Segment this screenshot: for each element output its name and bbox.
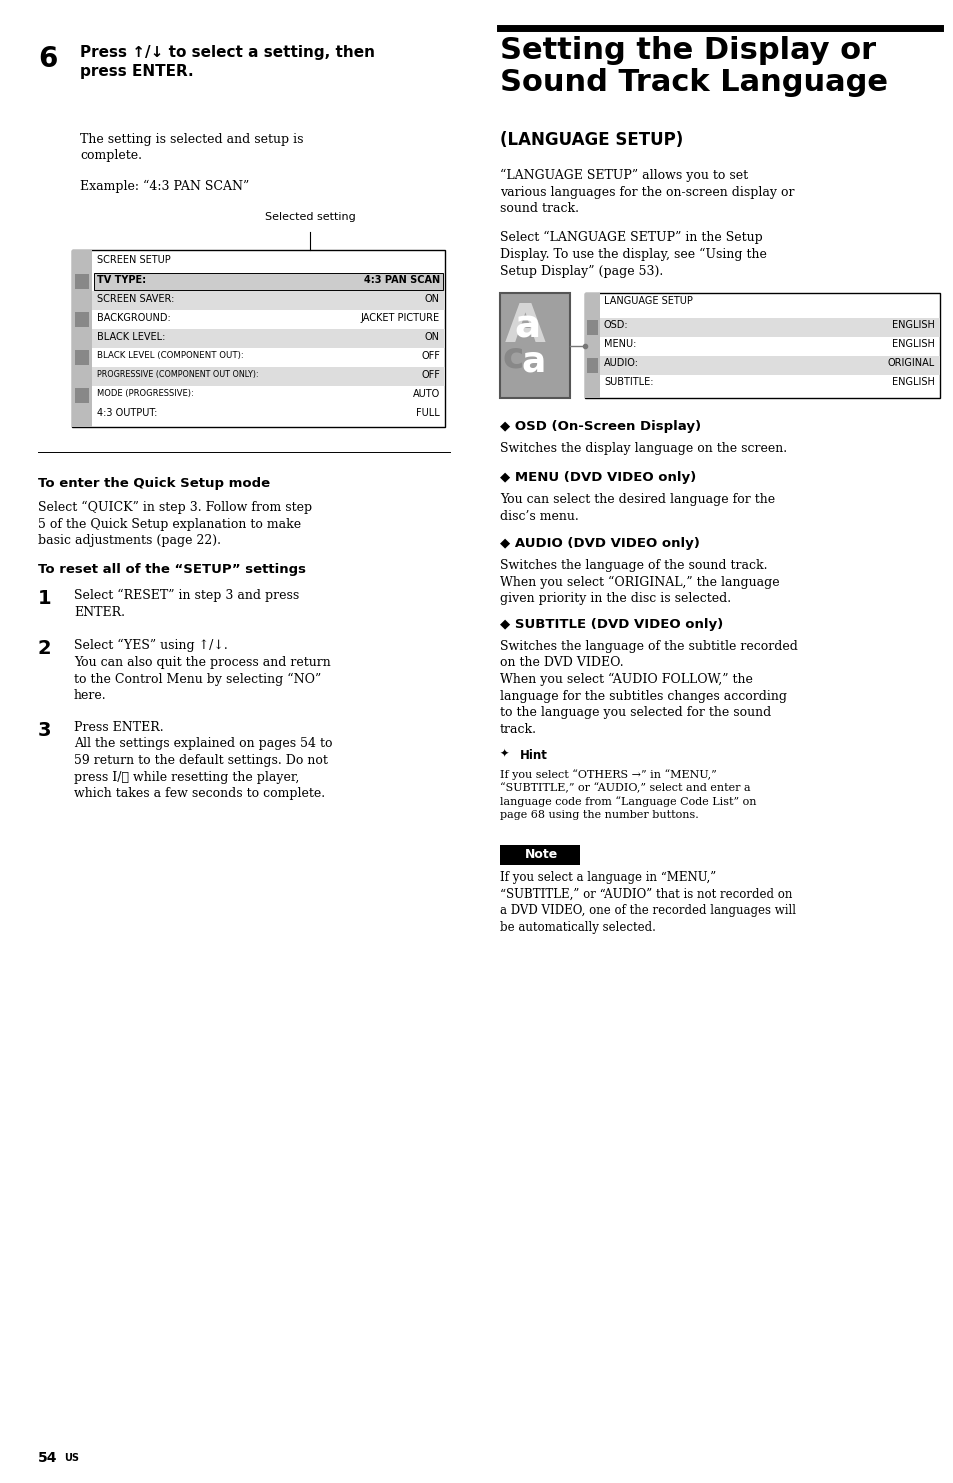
Text: BACKGROUND:: BACKGROUND: [97,313,171,323]
Text: OSD:: OSD: [603,320,628,329]
Bar [71,251,444,427]
Bar [599,356,939,375]
Text: ON: ON [424,294,439,304]
Text: Switches the display language on the screen.: Switches the display language on the scr… [499,442,786,455]
Text: JACKET PICTURE: JACKET PICTURE [360,313,439,323]
Text: A: A [504,301,545,353]
Text: You can select the desired language for the
disc’s menu.: You can select the desired language for … [499,492,774,522]
Bar [75,311,89,326]
Bar [584,294,939,397]
Bar [586,357,598,374]
Text: FULL: FULL [416,408,439,418]
Bar [584,294,599,397]
Text: a: a [521,346,546,380]
Text: ◆ MENU (DVD VIDEO only): ◆ MENU (DVD VIDEO only) [499,472,696,483]
Text: (LANGUAGE SETUP): (LANGUAGE SETUP) [499,131,682,148]
Text: 6: 6 [38,44,57,73]
Bar [75,389,89,403]
Text: 3: 3 [38,721,51,740]
Text: Setting the Display or
Sound Track Language: Setting the Display or Sound Track Langu… [499,36,887,98]
Text: AUTO: AUTO [413,389,439,399]
Text: SCREEN SETUP: SCREEN SETUP [97,255,171,265]
Text: If you select “OTHERS →” in “MENU,”
“SUBTITLE,” or “AUDIO,” select and enter a
l: If you select “OTHERS →” in “MENU,” “SUB… [499,770,756,820]
Text: ORIGINAL: ORIGINAL [887,357,934,368]
Bar [71,251,91,427]
Text: MENU:: MENU: [603,340,636,349]
Text: 2: 2 [38,639,51,658]
Text: ENGLISH: ENGLISH [891,320,934,329]
Bar [586,320,598,335]
Text: ◆ AUDIO (DVD VIDEO only): ◆ AUDIO (DVD VIDEO only) [499,537,700,550]
Text: SUBTITLE:: SUBTITLE: [603,377,653,387]
Text: Select “RESET” in step 3 and press
ENTER.: Select “RESET” in step 3 and press ENTER… [74,589,299,618]
Text: ENGLISH: ENGLISH [891,340,934,349]
Text: 54: 54 [38,1450,57,1465]
Text: Selected setting: Selected setting [264,212,355,222]
Text: To reset all of the “SETUP” settings: To reset all of the “SETUP” settings [38,564,306,575]
Text: Switches the language of the sound track.
When you select “ORIGINAL,” the langua: Switches the language of the sound track… [499,559,779,605]
Text: OFF: OFF [420,369,439,380]
Text: ON: ON [424,332,439,343]
Text: LANGUAGE SETUP: LANGUAGE SETUP [603,297,692,305]
Text: ENGLISH: ENGLISH [891,377,934,387]
Text: SCREEN SAVER:: SCREEN SAVER: [97,294,174,304]
Text: Select “YES” using ↑/↓.
You can also quit the process and return
to the Control : Select “YES” using ↑/↓. You can also qui… [74,639,331,701]
Text: Hint: Hint [519,749,547,762]
Text: “LANGUAGE SETUP” allows you to set
various languages for the on-screen display o: “LANGUAGE SETUP” allows you to set vario… [499,169,794,215]
Text: Note: Note [524,848,558,862]
Text: 4:3 OUTPUT:: 4:3 OUTPUT: [97,408,157,418]
Text: BLACK LEVEL (COMPONENT OUT):: BLACK LEVEL (COMPONENT OUT): [97,351,244,360]
Text: Select “QUICK” in step 3. Follow from step
5 of the Quick Setup explanation to m: Select “QUICK” in step 3. Follow from st… [38,501,312,547]
Text: TV TYPE:: TV TYPE: [97,274,146,285]
Text: a: a [514,307,539,346]
Text: AUDIO:: AUDIO: [603,357,639,368]
Text: PROGRESSIVE (COMPONENT OUT ONLY):: PROGRESSIVE (COMPONENT OUT ONLY): [97,369,258,380]
Text: The setting is selected and setup is
complete.: The setting is selected and setup is com… [80,133,303,163]
Text: Example: “4:3 PAN SCAN”: Example: “4:3 PAN SCAN” [80,179,249,193]
Text: ◆ OSD (On-Screen Display): ◆ OSD (On-Screen Display) [499,420,700,433]
Text: Press ENTER.
All the settings explained on pages 54 to
59 return to the default : Press ENTER. All the settings explained … [74,721,333,799]
Text: c: c [502,341,524,375]
Text: Select “LANGUAGE SETUP” in the Setup
Display. To use the display, see “Using the: Select “LANGUAGE SETUP” in the Setup Dis… [499,231,766,277]
Text: 1: 1 [38,589,51,608]
Text: ◆ SUBTITLE (DVD VIDEO only): ◆ SUBTITLE (DVD VIDEO only) [499,618,722,630]
Text: 4:3 PAN SCAN: 4:3 PAN SCAN [363,274,439,285]
Bar [75,350,89,365]
Text: Switches the language of the subtitle recorded
on the DVD VIDEO.
When you select: Switches the language of the subtitle re… [499,641,797,736]
Text: Press ↑/↓ to select a setting, then
press ENTER.: Press ↑/↓ to select a setting, then pres… [80,44,375,79]
Bar [499,845,579,865]
Bar [91,329,444,349]
Text: OFF: OFF [420,351,439,360]
Text: MODE (PROGRESSIVE):: MODE (PROGRESSIVE): [97,389,193,397]
Bar [91,366,444,386]
Text: US: US [64,1453,79,1464]
Bar [75,274,89,289]
Text: If you select a language in “MENU,”
“SUBTITLE,” or “AUDIO” that is not recorded : If you select a language in “MENU,” “SUB… [499,871,795,933]
Text: ✦: ✦ [499,749,509,759]
Bar [91,291,444,310]
Bar [94,273,442,291]
Bar [599,317,939,337]
Bar [499,294,569,397]
Text: To enter the Quick Setup mode: To enter the Quick Setup mode [38,478,270,489]
Text: BLACK LEVEL:: BLACK LEVEL: [97,332,165,343]
